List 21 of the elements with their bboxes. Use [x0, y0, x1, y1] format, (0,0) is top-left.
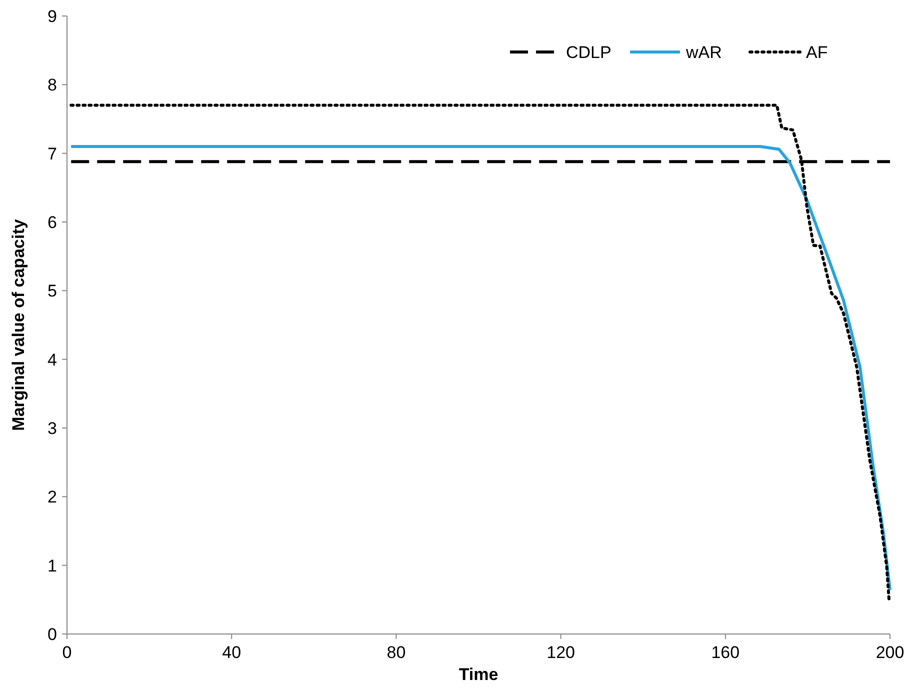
- y-tick-label: 4: [48, 350, 57, 370]
- x-tick-label: 80: [386, 643, 406, 662]
- legend-label: CDLP: [566, 42, 612, 62]
- x-tick-label: 40: [222, 643, 242, 662]
- x-tick-label: 120: [546, 643, 575, 662]
- y-tick-label: 9: [48, 6, 57, 26]
- x-tick-label: 200: [876, 643, 904, 662]
- x-tick-label: 160: [711, 643, 740, 662]
- legend-label: AF: [806, 42, 828, 62]
- y-tick-label: 1: [48, 556, 57, 576]
- y-tick-label: 7: [48, 144, 57, 164]
- legend-label: wAR: [685, 42, 722, 62]
- y-tick-label: 5: [48, 282, 57, 301]
- x-tick-label: 0: [62, 643, 72, 662]
- y-axis-title: Marginal value of capacity: [9, 218, 28, 431]
- y-tick-label: 2: [48, 488, 57, 507]
- y-tick-label: 0: [48, 624, 57, 644]
- y-tick-label: 8: [48, 76, 57, 95]
- y-tick-label: 6: [48, 212, 57, 232]
- x-axis-title: Time: [458, 665, 498, 684]
- y-tick-label: 3: [48, 418, 57, 438]
